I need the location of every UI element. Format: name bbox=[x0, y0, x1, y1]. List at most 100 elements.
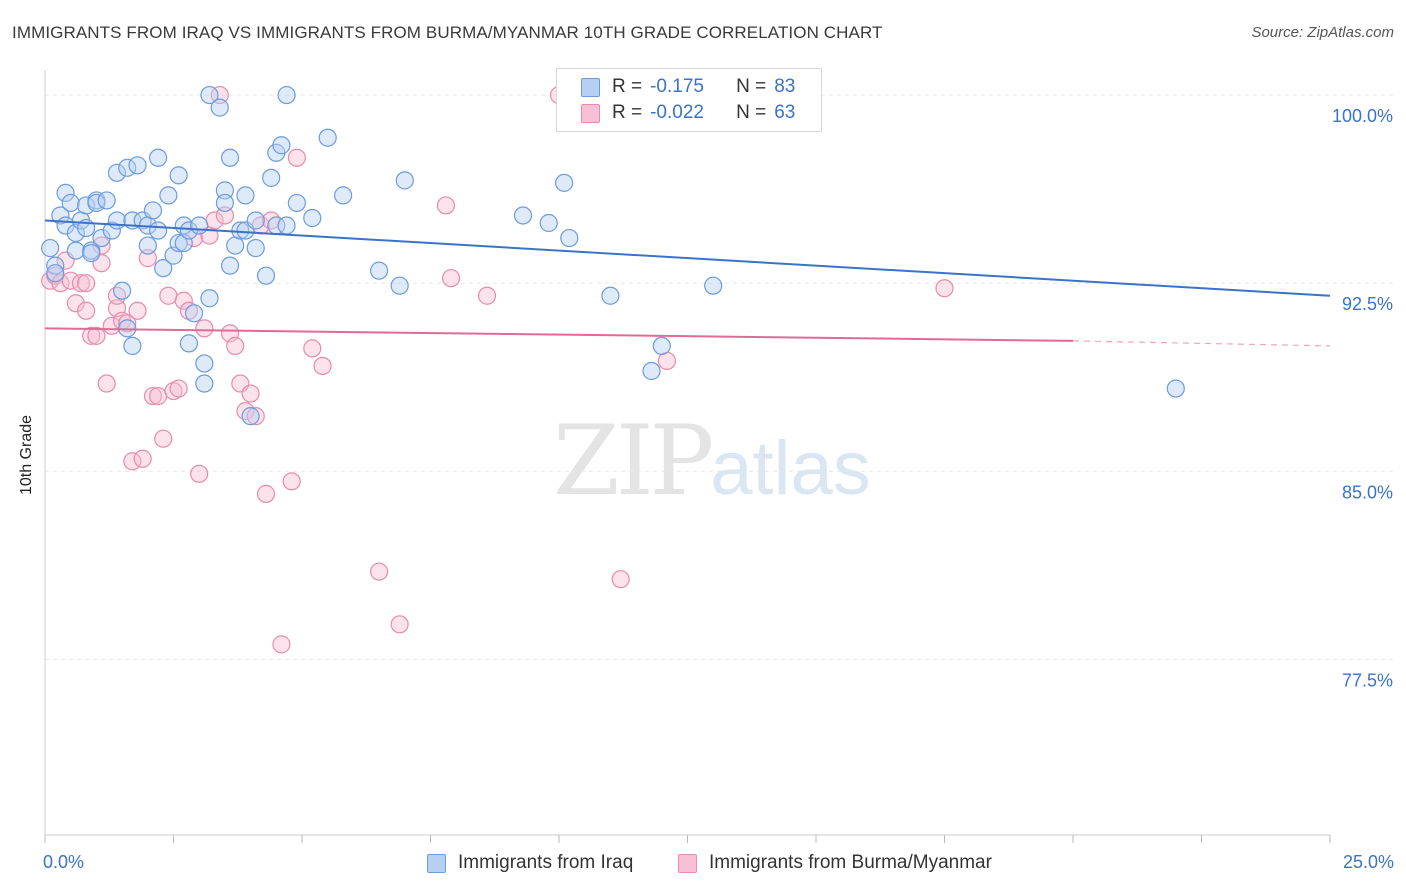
burma-point bbox=[190, 464, 209, 483]
series-legend: Immigrants from Iraq Immigrants from Bur… bbox=[0, 850, 1406, 880]
y-axis-label: 10th Grade bbox=[18, 414, 35, 496]
burma-trend-extension bbox=[1072, 340, 1331, 347]
r-value-iraq: -0.175 bbox=[650, 76, 704, 97]
burma-point bbox=[282, 472, 301, 491]
burma-point bbox=[246, 407, 265, 426]
iraq-point bbox=[102, 221, 121, 240]
burma-point bbox=[436, 196, 456, 215]
burma-point bbox=[370, 562, 389, 581]
iraq-point bbox=[148, 148, 168, 167]
burma-point bbox=[92, 236, 111, 255]
grid-lines bbox=[45, 94, 1395, 660]
burma-point bbox=[256, 484, 276, 503]
legend-row-iraq: R = -0.175 N = 83 bbox=[557, 74, 795, 100]
iraq-point bbox=[138, 236, 157, 255]
burma-point bbox=[71, 274, 91, 293]
y-tick-label: 85.0% bbox=[1342, 482, 1393, 502]
y-tick-label: 100.0% bbox=[1332, 106, 1393, 126]
n-key: N = bbox=[736, 76, 767, 97]
burma-point bbox=[241, 384, 260, 403]
iraq-point bbox=[220, 148, 240, 167]
iraq-point bbox=[395, 171, 414, 190]
iraq-point bbox=[560, 228, 579, 248]
burma-point bbox=[107, 286, 127, 305]
iraq-point bbox=[601, 286, 620, 305]
iraq-trend-line bbox=[44, 219, 1331, 297]
burma-point bbox=[77, 301, 96, 320]
burma-point bbox=[236, 402, 255, 421]
legend-item-burma: Immigrants from Burma/Myanmar bbox=[678, 852, 992, 874]
burma-point bbox=[148, 386, 168, 406]
iraq-point bbox=[220, 256, 240, 275]
iraq-point bbox=[46, 264, 65, 283]
iraq-point bbox=[41, 238, 60, 258]
burma-point bbox=[313, 356, 332, 376]
iraq-point bbox=[210, 98, 229, 117]
burma-point bbox=[210, 85, 229, 105]
iraq-point bbox=[169, 233, 188, 253]
burma-point bbox=[143, 386, 163, 406]
legend-swatch-burma bbox=[678, 853, 697, 873]
iraq-point bbox=[277, 85, 296, 105]
r-value-burma: -0.022 bbox=[650, 102, 704, 123]
iraq-point bbox=[287, 193, 306, 213]
burma-point bbox=[87, 326, 106, 345]
iraq-point bbox=[169, 166, 188, 185]
burma-point bbox=[82, 326, 101, 345]
legend-swatch-iraq bbox=[581, 77, 600, 97]
iraq-point bbox=[195, 354, 214, 373]
iraq-point bbox=[51, 206, 70, 225]
burma-point bbox=[179, 301, 199, 320]
iraq-point bbox=[256, 266, 276, 285]
iraq-point bbox=[82, 243, 101, 263]
iraq-point bbox=[107, 211, 127, 230]
burma-point bbox=[441, 269, 461, 288]
iraq-point bbox=[97, 191, 116, 210]
iraq-point bbox=[123, 336, 142, 356]
iraq-point bbox=[200, 289, 219, 308]
axes bbox=[44, 70, 1331, 843]
iraq-point bbox=[56, 183, 75, 203]
burma-point bbox=[303, 339, 322, 358]
iraq-point bbox=[143, 201, 163, 220]
trend-lines bbox=[44, 219, 1331, 347]
chart-title: IMMIGRANTS FROM IRAQ VS IMMIGRANTS FROM … bbox=[12, 23, 883, 42]
burma-point bbox=[226, 336, 245, 356]
burma-point bbox=[97, 374, 116, 393]
burma-point bbox=[169, 379, 188, 398]
burma-point bbox=[164, 381, 183, 401]
iraq-point bbox=[277, 216, 296, 235]
iraq-point bbox=[184, 304, 204, 323]
y-tick-label: 77.5% bbox=[1342, 670, 1393, 690]
burma-point bbox=[935, 279, 954, 298]
legend-label-iraq: Immigrants from Iraq bbox=[458, 852, 634, 873]
iraq-point bbox=[66, 241, 85, 260]
watermark-zip: ZIP bbox=[553, 405, 714, 517]
correlation-legend: R = -0.175 N = 83 R = -0.022 N = 63 bbox=[556, 68, 822, 132]
burma-point bbox=[118, 314, 137, 333]
iraq-point bbox=[200, 85, 219, 105]
iraq-point bbox=[241, 407, 260, 426]
iraq-point bbox=[262, 168, 281, 187]
iraq-point bbox=[272, 136, 291, 155]
iraq-point bbox=[370, 261, 389, 280]
burma-point bbox=[215, 206, 234, 225]
burma-point bbox=[195, 319, 214, 338]
r-key: R = bbox=[612, 76, 643, 97]
r-key: R = bbox=[612, 102, 643, 123]
y-tick-labels: 100.0% 92.5% 85.0% 77.5% bbox=[1332, 106, 1393, 690]
iraq-point bbox=[46, 256, 65, 275]
legend-label-burma: Immigrants from Burma/Myanmar bbox=[709, 852, 992, 873]
iraq-point bbox=[226, 236, 245, 255]
x-tick-label-min: 0.0% bbox=[43, 852, 85, 872]
burma-point bbox=[77, 274, 96, 293]
burma-point bbox=[174, 291, 193, 310]
watermark-atlas: atlas bbox=[710, 426, 871, 511]
iraq-point bbox=[215, 181, 234, 200]
iraq-point bbox=[246, 211, 265, 230]
burma-point bbox=[159, 286, 178, 305]
iraq-point bbox=[334, 186, 353, 205]
iraq-point bbox=[92, 228, 111, 248]
iraq-point bbox=[215, 193, 234, 213]
